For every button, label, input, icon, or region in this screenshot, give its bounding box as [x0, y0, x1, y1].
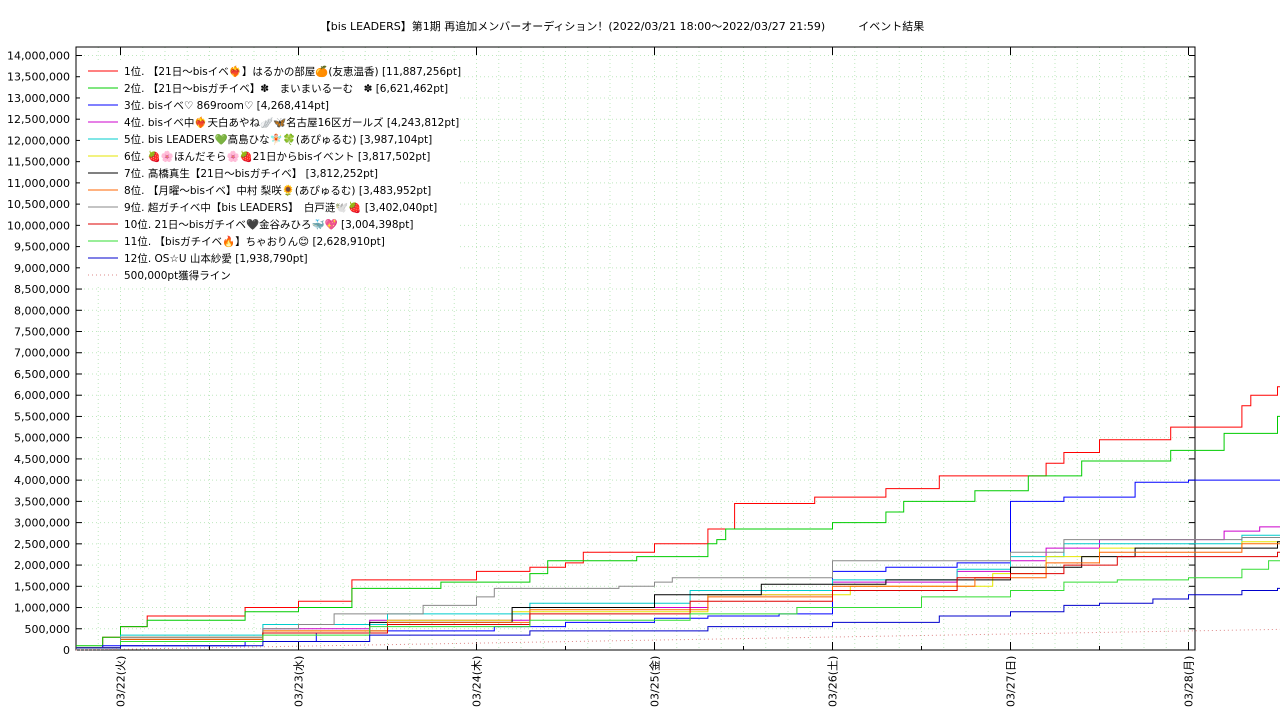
series-line-5 [76, 534, 1280, 649]
series-line-3 [76, 479, 1280, 649]
y-tick-label: 12,500,000 [7, 113, 70, 126]
legend-label-9: 9位. 超ガチイベ中【bis LEADERS】 白戸涟🕊️🍓 [3,402,04… [124, 201, 437, 214]
y-tick-label: 10,500,000 [7, 198, 70, 211]
legend-label-5: 5位. bis LEADERS💚高島ひな🧚🏻🍀(あぴゅるむ) [3,987,10… [124, 133, 432, 146]
y-tick-label: 7,000,000 [14, 347, 70, 360]
legend-background [80, 62, 460, 284]
y-tick-label: 3,500,000 [14, 495, 70, 508]
y-tick-label: 6,000,000 [14, 389, 70, 402]
y-tick-label: 5,500,000 [14, 410, 70, 423]
series-line-9 [76, 537, 1280, 649]
y-tick-label: 14,000,000 [7, 49, 70, 62]
y-tick-label: 3,000,000 [14, 517, 70, 530]
series-line-1 [76, 386, 1280, 649]
x-tick-label: 03/26(土) [827, 656, 840, 707]
y-tick-label: 4,000,000 [14, 474, 70, 487]
y-tick-label: 1,500,000 [14, 580, 70, 593]
y-tick-label: 2,000,000 [14, 559, 70, 572]
legend: 1位. 【21日〜bisイベ❤️‍🔥】はるかの部屋🍊(友恵温香) [11,887… [80, 62, 461, 284]
y-tick-label: 10,000,000 [7, 219, 70, 232]
x-tick-label: 03/28(月) [1183, 656, 1196, 707]
y-tick-label: 6,500,000 [14, 368, 70, 381]
x-tick-label: 03/27(日) [1005, 656, 1018, 707]
y-tick-label: 8,000,000 [14, 304, 70, 317]
legend-label-6: 6位. 🍓🌸ほんだそら🌸🍓21日からbisイベント [3,817,502pt] [124, 150, 430, 163]
y-tick-label: 7,500,000 [14, 326, 70, 339]
series-line-2 [76, 415, 1280, 647]
x-tick-label: 03/22(火) [115, 656, 128, 707]
y-axis: 0 500,000 1,000,000 1,500,000 2,000,000 2,500… [7, 49, 1195, 657]
y-tick-label: 1,000,000 [14, 602, 70, 615]
series-lines [75, 386, 1280, 651]
legend-label-8: 8位. 【月曜〜bisイベ】中村 梨咲🌻(あぴゅるむ) [3,483,952pt… [124, 184, 431, 197]
y-tick-label: 2,500,000 [14, 538, 70, 551]
y-tick-label: 4,500,000 [14, 453, 70, 466]
y-tick-label: 11,500,000 [7, 156, 70, 169]
series-line-8 [76, 543, 1280, 649]
x-tick-label: 03/23(水) [293, 656, 306, 707]
legend-label-4: 4位. bisイベ中❤️‍🔥天白あやね🪽🦋名古屋16区ガールズ [4,243,8… [124, 116, 459, 129]
x-tick-label: 03/24(木) [471, 656, 484, 707]
y-tick-label: 9,000,000 [14, 262, 70, 275]
y-tick-label: 0 [63, 644, 70, 657]
y-tick-label: 9,500,000 [14, 241, 70, 254]
legend-label-1: 1位. 【21日〜bisイベ❤️‍🔥】はるかの部屋🍊(友恵温香) [11,887… [124, 65, 461, 78]
y-tick-label: 500,000 [25, 623, 71, 636]
legend-label-7: 7位. 髙橋真生【21日〜bisガチイベ】 [3,812,252pt] [124, 167, 378, 180]
y-tick-label: 13,500,000 [7, 71, 70, 84]
plot-frame [75, 46, 1196, 651]
legend-label-3: 3位. bisイベ♡ 869room♡ [4,268,414pt] [124, 99, 329, 112]
legend-label-2: 2位. 【21日〜bisガチイベ】✽ まいまいるーむ ✽ [6,621,462p… [124, 82, 448, 95]
chart-title: 【bis LEADERS】第1期 再追加メンバーオーディション！(2022/03… [320, 19, 924, 33]
y-tick-label: 11,000,000 [7, 177, 70, 190]
series-line-10 [76, 551, 1280, 649]
series-line-11 [76, 560, 1280, 649]
legend-label-10: 10位. 21日〜bisガチイベ🖤金谷みひろ🐳💖 [3,004,398pt] [124, 218, 413, 231]
legend-label-12: 12位. OS☆U 山本紗愛 [1,938,790pt] [124, 252, 308, 265]
legend-label-11: 11位. 【bisガチイベ🔥】ちゃおりん😊 [2,628,910pt] [124, 235, 385, 248]
legend-label-13: 500,000pt獲得ライン [124, 269, 231, 282]
series-line-12 [76, 587, 1280, 649]
y-tick-label: 13,000,000 [7, 92, 70, 105]
x-axis: 03/22(火) 03/23(水) 03/24(木) 03/25(金) 03/26(土)… [115, 47, 1196, 707]
y-tick-label: 5,000,000 [14, 432, 70, 445]
y-tick-label: 8,500,000 [14, 283, 70, 296]
x-tick-label: 03/25(金) [648, 656, 662, 707]
y-tick-label: 12,000,000 [7, 134, 70, 147]
